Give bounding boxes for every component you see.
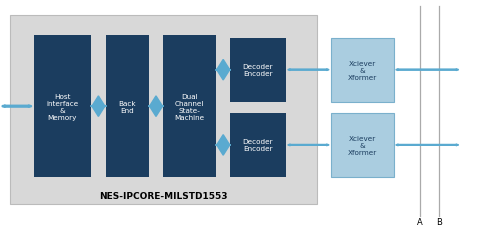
Text: Xciever
&
Xformer: Xciever & Xformer [348,60,377,80]
Text: Host
interface
&
Memory: Host interface & Memory [46,93,79,120]
Bar [10,16,317,204]
Bar [163,36,216,177]
Text: Xciever
&
Xformer: Xciever & Xformer [348,135,377,155]
Polygon shape [216,135,229,155]
Text: Back
End: Back End [119,100,136,113]
Text: Decoder
Encoder: Decoder Encoder [243,64,273,77]
Polygon shape [150,96,162,117]
Bar [331,39,394,102]
Bar [230,114,286,177]
Bar [331,114,394,177]
Bar [106,36,149,177]
Text: Decoder
Encoder: Decoder Encoder [243,139,273,152]
Text: NES-IPCORE-MILSTD1553: NES-IPCORE-MILSTD1553 [99,191,228,200]
Bar [230,39,286,102]
Bar [34,36,91,177]
Text: Dual
Channel
State-
Machine: Dual Channel State- Machine [175,93,204,120]
Polygon shape [92,96,105,117]
Polygon shape [216,60,229,81]
Text: B: B [436,217,442,226]
Text: A: A [417,217,423,226]
